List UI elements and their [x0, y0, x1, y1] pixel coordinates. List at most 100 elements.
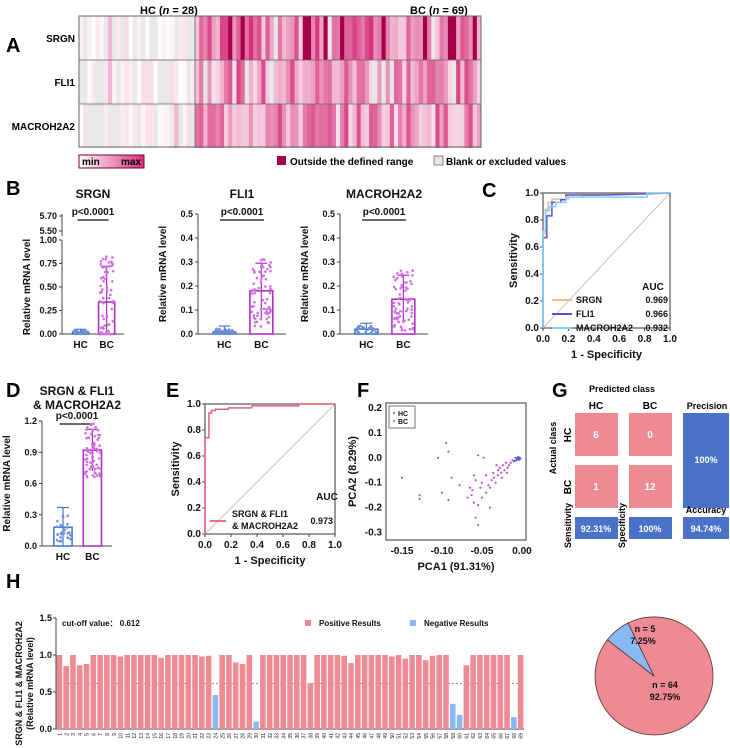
data-point [250, 292, 254, 295]
heatmap-cell [356, 16, 362, 60]
data-point [269, 269, 272, 273]
heatmap-cell [456, 16, 461, 60]
x-tick-label: 5 [85, 733, 91, 736]
data-point [265, 297, 269, 301]
data-point [397, 312, 400, 315]
heatmap-cell [261, 104, 266, 148]
data-point [105, 255, 108, 258]
x-tick-label: 22 [200, 733, 206, 739]
pca-point-bc [418, 494, 421, 497]
heatmap-cell [236, 104, 241, 148]
x-tick-label: 68 [512, 733, 518, 739]
data-point [252, 304, 256, 308]
x-tick-label: 0.0 [198, 540, 212, 551]
heatmap-cell [464, 60, 469, 104]
data-point [410, 282, 413, 286]
heatmap-cell [373, 60, 378, 104]
bar-sample [76, 665, 83, 729]
data-point [400, 275, 404, 278]
heatmap-cell [83, 16, 88, 60]
heatmap-cell [124, 16, 130, 60]
bar-sample [131, 655, 137, 729]
data-point [84, 470, 87, 474]
bar-chart-macroh2a2: MACROH2A2 p<0.0001 0.0 0.1 0.2 0.3 0.4 0.5 Relat… [300, 187, 428, 351]
data-point [84, 458, 87, 461]
x-tick-label: 4 [78, 733, 84, 736]
data-point [87, 436, 91, 440]
heatmap-cell [182, 60, 188, 104]
heatmap-cell [79, 16, 84, 60]
y-tick-label: 0.2 [322, 281, 335, 291]
pca-point-bc [479, 486, 482, 489]
legend-box [388, 405, 416, 429]
heatmap-cell [290, 60, 295, 104]
heatmap-cell [443, 16, 449, 60]
pca-point-bc [480, 496, 484, 499]
x-tick-label: 47 [369, 733, 375, 739]
bar-sample [273, 655, 280, 729]
data-point [269, 287, 272, 291]
heatmap-cell [369, 60, 374, 104]
heatmap-cell [124, 104, 130, 148]
bar-sample [137, 655, 144, 729]
bar-sample [287, 655, 293, 729]
heatmap-cell [356, 60, 362, 104]
heatmap-cell [248, 104, 254, 148]
pca-point-bc [440, 491, 444, 494]
heatmap-cell [302, 16, 308, 60]
heatmap-cell [439, 104, 445, 148]
heatmap-cell [116, 16, 121, 60]
pca-point-bc [505, 471, 508, 474]
heatmap-cell [232, 16, 237, 60]
heatmap-cell [373, 16, 378, 60]
heatmap-cell [248, 60, 254, 104]
chart-title: SRGN [76, 187, 111, 201]
pca-point-bc [470, 494, 473, 497]
bar-sample [436, 655, 443, 729]
heatmap-cell [352, 60, 358, 104]
x-tick-label: 0.2 [561, 334, 575, 345]
heatmap-cell [161, 104, 167, 148]
heatmap-cell [323, 16, 329, 60]
data-point [260, 263, 264, 267]
data-point [407, 318, 411, 322]
precision-value: 100% [694, 455, 717, 465]
heatmap-cell [236, 16, 241, 60]
data-point [257, 286, 261, 290]
data-point [61, 515, 65, 519]
y-tick-label: -0.2 [365, 503, 383, 514]
data-point [89, 465, 93, 469]
heatmap-cell [211, 16, 217, 60]
data-point [72, 329, 76, 333]
x-tick-label: 0.6 [276, 540, 290, 551]
heatmap-cell [99, 16, 105, 60]
data-point [111, 256, 114, 259]
legend-label: SRGN & FLI1 [232, 509, 288, 519]
data-point [107, 296, 111, 300]
bar-sample [477, 655, 483, 729]
bar-sample [124, 655, 131, 729]
heatmap-cell [137, 104, 142, 148]
heatmap-cell [298, 104, 304, 148]
heatmap-cell [435, 60, 440, 104]
heatmap-cell [377, 104, 382, 148]
data-point [105, 286, 109, 289]
heatmap-cell [422, 16, 428, 60]
heatmap-cell [373, 104, 378, 148]
legend-label: BC [398, 419, 408, 426]
pca-point-bc [471, 489, 474, 492]
data-point [90, 461, 93, 464]
data-point [95, 463, 99, 466]
y-tick-label: 0.0 [322, 329, 335, 339]
data-point [411, 274, 414, 277]
heatmap-cell [149, 16, 154, 60]
data-point [263, 301, 267, 305]
result-pie-chart: n = 64 92.75% n = 5 7.25% [594, 616, 714, 736]
heatmap-cell [128, 16, 134, 60]
x-tick-label: 20 [186, 733, 192, 739]
pca-point-bc [488, 506, 492, 509]
heatmap-cell [348, 60, 353, 104]
data-point [399, 325, 403, 329]
heatmap-cell [476, 16, 482, 60]
heatmap-cell [406, 16, 411, 60]
